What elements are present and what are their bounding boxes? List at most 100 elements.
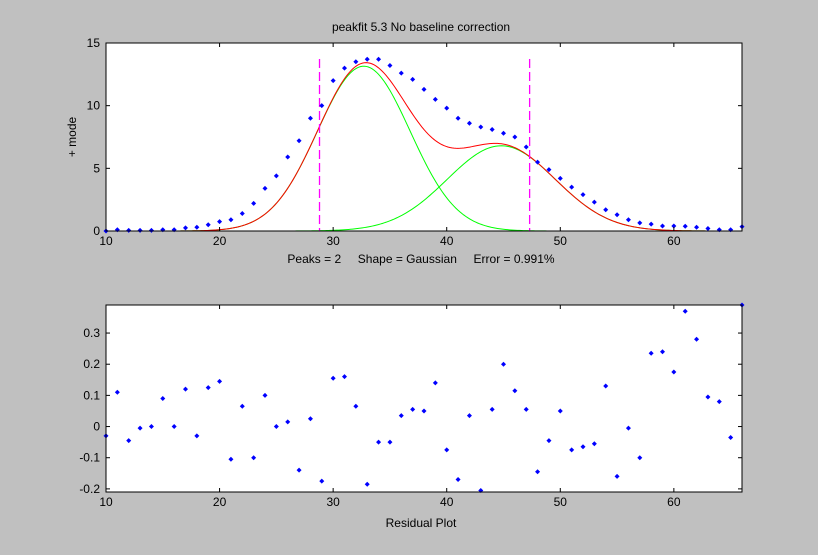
data-point — [364, 56, 370, 62]
residual-point — [569, 447, 575, 453]
top-y-tick-label: 0 — [93, 224, 100, 238]
residual-point — [160, 396, 166, 401]
bottom-x-tick-label: 50 — [554, 495, 568, 509]
residual-point — [217, 378, 223, 384]
data-point — [376, 56, 382, 62]
residual-point — [671, 369, 677, 375]
residual-point — [557, 408, 563, 414]
residual-point — [489, 406, 495, 412]
residual-point — [535, 469, 541, 475]
data-point — [319, 103, 325, 109]
top-axes-frame — [105, 42, 743, 232]
data-point — [262, 185, 268, 191]
bottom-y-tick-label: 0.2 — [83, 357, 100, 371]
residual-point — [126, 438, 132, 444]
data-point — [466, 120, 472, 126]
data-point — [330, 78, 336, 84]
residual-point — [694, 336, 700, 342]
bottom-x-tick-label: 30 — [326, 495, 340, 509]
residual-point — [432, 380, 438, 386]
residual-point — [603, 383, 609, 389]
residual-point — [330, 375, 336, 381]
data-point — [126, 227, 132, 233]
bottom-y-tick-label: 0.1 — [83, 388, 100, 402]
data-point — [205, 222, 211, 228]
data-point — [251, 200, 257, 206]
data-point — [478, 124, 484, 130]
top-axis-ticks: 10 20 30 40 50 60 0 5 10 15 — [87, 36, 742, 248]
data-point — [410, 76, 416, 82]
data-point — [501, 130, 506, 136]
residual-point — [466, 413, 472, 419]
residual-point — [262, 392, 268, 398]
residual-point — [296, 467, 302, 473]
data-point — [432, 96, 438, 102]
residual-point — [307, 416, 313, 422]
residual-point — [387, 439, 393, 445]
bottom-axes-frame — [105, 304, 743, 493]
residual-point — [376, 439, 382, 445]
data-point — [398, 70, 404, 76]
data-point — [137, 227, 143, 233]
data-point — [228, 217, 234, 223]
residual-point — [364, 481, 370, 487]
bottom-x-tick-label: 10 — [99, 495, 113, 509]
data-point — [535, 159, 541, 165]
data-point — [523, 144, 529, 150]
residual-point — [682, 308, 688, 314]
residual-point — [353, 403, 359, 409]
data-point — [489, 126, 495, 132]
data-point — [444, 105, 450, 111]
top-y-tick-label: 5 — [93, 161, 100, 175]
data-point — [546, 167, 552, 173]
residual-point — [194, 433, 200, 439]
data-point — [421, 86, 427, 92]
data-point — [342, 65, 347, 71]
residual-point — [648, 350, 654, 356]
top-x-tick-label: 10 — [99, 234, 113, 248]
top-x-tick-label: 20 — [213, 234, 227, 248]
residual-point — [546, 438, 552, 444]
data-point — [614, 212, 620, 218]
residual-point — [205, 385, 211, 391]
bottom-y-tick-label: 0.3 — [83, 326, 100, 340]
residual-point — [523, 406, 529, 412]
data-point — [285, 154, 291, 160]
residual-point — [398, 413, 404, 419]
residual-point — [455, 477, 461, 483]
residual-point — [228, 456, 234, 462]
data-point — [273, 173, 279, 179]
top-x-tick-label: 40 — [440, 234, 454, 248]
bottom-axes-background — [106, 305, 742, 492]
data-point — [591, 199, 597, 205]
data-point — [580, 192, 586, 198]
data-point — [705, 225, 711, 231]
data-point — [648, 221, 654, 227]
top-x-tick-label: 60 — [667, 234, 681, 248]
fitted-model-curve — [106, 62, 742, 232]
residual-point — [421, 408, 427, 414]
residual-point — [705, 394, 711, 400]
residual-point — [716, 399, 722, 405]
data-point — [671, 223, 677, 229]
residual-point — [273, 424, 279, 430]
bottom-plot-area — [103, 302, 745, 493]
residual-point — [660, 349, 665, 355]
data-point — [148, 227, 154, 233]
data-point — [239, 210, 245, 216]
residual-point — [342, 374, 347, 380]
data-point — [296, 138, 302, 144]
top-x-tick-label: 30 — [326, 234, 340, 248]
residual-point — [285, 419, 291, 425]
bottom-x-tick-label: 40 — [440, 495, 454, 509]
residual-point — [183, 386, 188, 392]
residual-point — [171, 424, 177, 430]
data-point — [307, 115, 313, 121]
data-point — [637, 220, 643, 226]
data-point — [353, 59, 359, 65]
bottom-y-tick-label: -0.1 — [79, 451, 100, 465]
residual-point — [114, 389, 120, 395]
bottom-y-tick-label: 0 — [93, 420, 100, 434]
bottom-x-tick-label: 60 — [667, 495, 681, 509]
